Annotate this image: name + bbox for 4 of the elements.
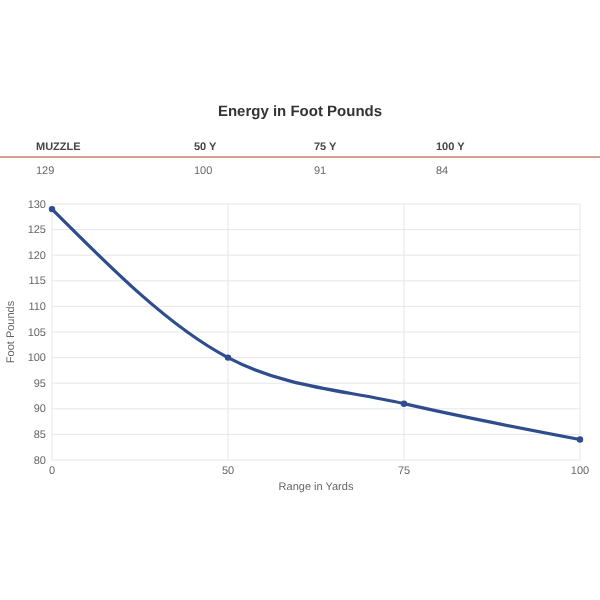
point [224, 354, 232, 361]
point [400, 400, 408, 407]
point [576, 436, 584, 443]
point [48, 205, 56, 213]
